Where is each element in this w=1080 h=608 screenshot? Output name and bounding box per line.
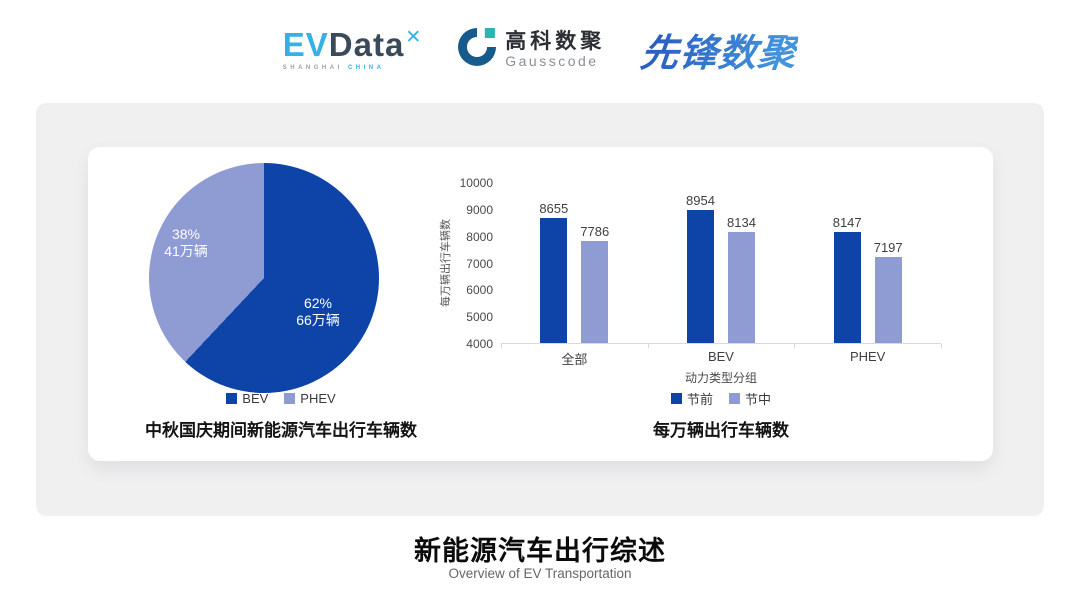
bar-节前-BEV xyxy=(687,210,714,343)
pie-slice-percent: 62% xyxy=(303,295,333,311)
bar-legend: 节前 节中 xyxy=(501,389,941,408)
y-tick-label: 4000 xyxy=(466,337,493,351)
y-tick-label: 5000 xyxy=(466,310,493,325)
y-tick-label: 6000 xyxy=(466,283,493,298)
evdata-data-text: Data xyxy=(328,25,405,63)
gausscode-en-text: Gausscode xyxy=(505,52,599,69)
y-tick-label: 7000 xyxy=(466,256,493,271)
evdata-caption-shanghai: SHANGHAI xyxy=(282,64,343,71)
xianfeng-logo: 先锋数聚 xyxy=(638,22,800,77)
legend-swatch-bev xyxy=(226,393,238,404)
pie-legend-label-bev: BEV xyxy=(242,391,269,406)
pie-chart-title: 中秋国庆期间新能源汽车出行车辆数 xyxy=(145,421,417,440)
legend-swatch-pre xyxy=(670,393,682,404)
pie-slice-percent: 38% xyxy=(171,226,201,242)
bar-节前-PHEV xyxy=(833,231,861,343)
gray-panel: 38% 41万辆 62% 66万辆 BEV PHEV 中秋国庆期间新能源汽车出行… xyxy=(36,103,1044,516)
pie-slice-amount: 41万辆 xyxy=(164,243,208,259)
bar-plot: 8655 7786 全部 8954 8134 BEV 8147 7197 PHEV xyxy=(501,183,942,367)
bar-chart-title: 每万辆出行车辆数 xyxy=(653,421,789,440)
x-axis-tick xyxy=(647,344,649,348)
charts-card: 38% 41万辆 62% 66万辆 BEV PHEV 中秋国庆期间新能源汽车出行… xyxy=(88,147,993,461)
evdata-wordmark: EV Data ✕ xyxy=(282,25,422,63)
pie-slice-label-bev: 62% 66万辆 xyxy=(248,295,388,329)
evdata-caption-china: CHINA xyxy=(347,64,385,71)
legend-swatch-phev xyxy=(284,393,296,404)
y-axis-ticks: 10000 9000 8000 7000 6000 5000 4000 xyxy=(441,176,493,351)
bar-legend-item-pre: 节前 xyxy=(670,389,713,408)
bar-value-label: 7197 xyxy=(873,240,903,256)
pie-legend-item-phev: PHEV xyxy=(284,391,336,406)
header-logos: EV Data ✕ SHANGHAI CHINA 高科数聚 Gausscode 先锋… xyxy=(0,14,1080,84)
bar-节前-全部 xyxy=(540,218,568,343)
page-title: 新能源汽车出行综述 xyxy=(414,536,666,566)
evdata-x-icon: ✕ xyxy=(405,26,423,48)
x-category-label-全部: 全部 xyxy=(561,352,588,367)
pie-slice-amount: 66万辆 xyxy=(296,312,340,328)
bar-legend-label-mid: 节中 xyxy=(745,392,772,407)
gausscode-wordmark: 高科数聚 Gausscode xyxy=(505,30,605,69)
bar-节中-BEV xyxy=(728,232,755,343)
x-axis-tick xyxy=(794,344,796,348)
pie-legend-label-phev: PHEV xyxy=(300,391,336,406)
y-axis-label: 每万辆出行车辆数 xyxy=(440,219,452,307)
bar-value-label: 8655 xyxy=(539,201,569,217)
evdata-ev-text: EV xyxy=(282,25,329,63)
evdata-logo: EV Data ✕ SHANGHAI CHINA xyxy=(282,25,422,71)
x-category-label-BEV: BEV xyxy=(707,349,734,364)
legend-swatch-mid xyxy=(729,393,740,404)
bar-节中-PHEV xyxy=(874,257,902,343)
page-subtitle: Overview of EV Transportation xyxy=(448,566,632,581)
bar-value-label: 8147 xyxy=(832,214,862,230)
evdata-caption: SHANGHAI CHINA xyxy=(283,65,422,71)
x-axis-tick xyxy=(501,344,502,348)
bar-legend-label-pre: 节前 xyxy=(686,392,713,407)
pie-chart xyxy=(149,163,379,393)
bar-legend-item-mid: 节中 xyxy=(729,389,771,408)
gausscode-g-icon xyxy=(458,27,497,71)
y-tick-label: 10000 xyxy=(459,176,493,190)
bar-节中-全部 xyxy=(581,241,609,343)
x-category-label-PHEV: PHEV xyxy=(849,349,886,364)
x-axis-line xyxy=(501,343,941,344)
bar-value-label: 8134 xyxy=(727,215,756,231)
x-axis-tick xyxy=(941,344,942,348)
bar-value-label: 8954 xyxy=(686,193,715,209)
pie-legend: BEV PHEV xyxy=(131,391,431,406)
y-tick-label: 8000 xyxy=(466,229,493,244)
gausscode-cn-text: 高科数聚 xyxy=(505,29,606,53)
gausscode-logo: 高科数聚 Gausscode xyxy=(458,27,605,71)
bar-value-label: 7786 xyxy=(580,224,610,240)
pie-slice-label-phev: 38% 41万辆 xyxy=(116,226,256,260)
y-tick-label: 9000 xyxy=(466,202,493,217)
pie-legend-item-bev: BEV xyxy=(226,391,268,406)
x-axis-label: 动力类型分组 xyxy=(684,371,757,385)
